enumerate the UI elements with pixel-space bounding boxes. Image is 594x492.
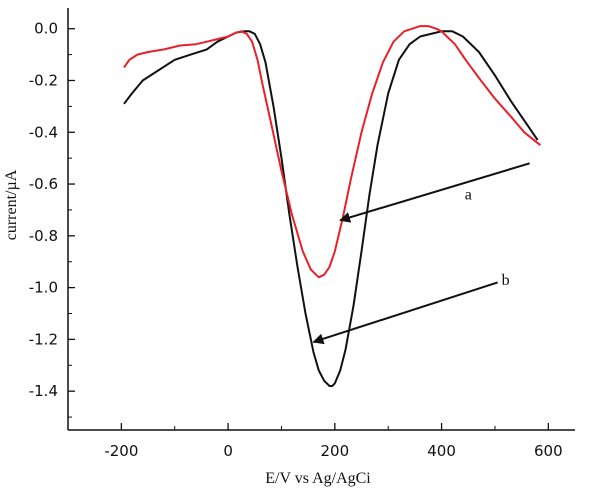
x-tick-label: -200 [104,442,138,460]
y-tick-label: -1.4 [29,382,58,400]
y-tick-label: -1.0 [29,279,58,297]
x-tick-label: 0 [223,442,233,460]
y-tick-label: -0.6 [29,175,58,193]
x-axis-title: E/V vs Ag/AgCi [265,470,371,487]
y-tick-label: -0.2 [29,71,58,89]
y-tick-label: -0.4 [29,123,58,141]
y-axis-title: current/µA [3,169,20,240]
annotation-label-b: b [502,272,510,289]
x-tick-label: 400 [427,442,456,460]
series-line-b [123,30,539,387]
x-tick-label: 600 [534,442,563,460]
annotation-arrow-a [339,162,530,223]
annotation-label-a: a [465,186,472,203]
x-tick-label: 200 [321,442,350,460]
series-line-a [123,25,541,279]
plot-area: 0.0 -0.2 -0.4 -0.6 -0.8 -1.0 -1.2 -1.4 -200 0 200 4… [29,8,575,460]
y-tick-label: -1.2 [29,330,58,348]
y-tick-label: -0.8 [29,227,58,245]
y-tick-label: 0.0 [34,20,58,38]
annotation-arrow-b [312,281,498,345]
